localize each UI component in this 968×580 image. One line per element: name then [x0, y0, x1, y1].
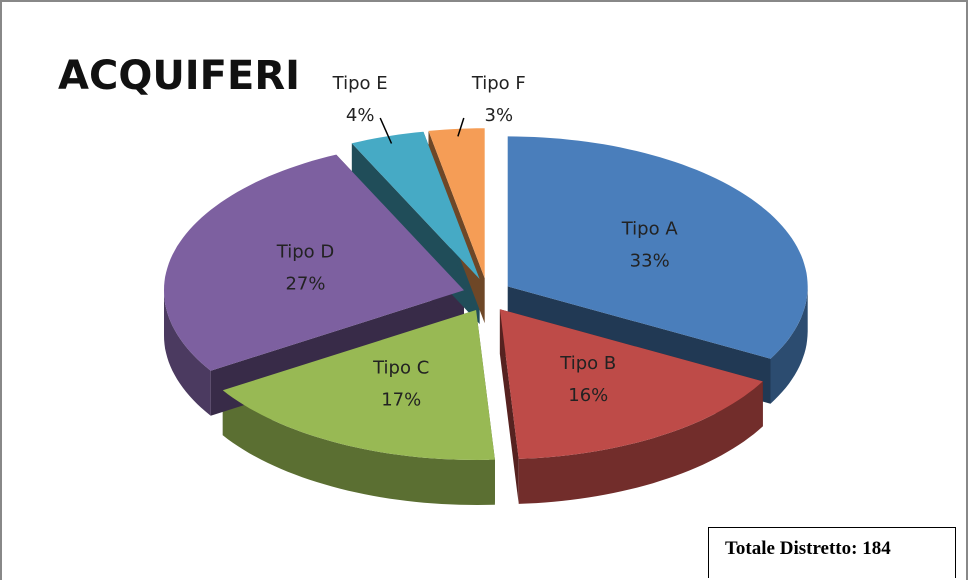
slice	[499, 309, 763, 459]
slice-wall	[770, 286, 808, 404]
slice	[351, 131, 480, 279]
labels: Tipo A 33% Tipo B 16% Tipo C 17% Tipo D 27% Tipo…	[276, 73, 679, 410]
slice-wall	[222, 390, 495, 505]
slice-label: Tipo D	[276, 241, 334, 262]
slice-label: Tipo B	[559, 353, 616, 374]
chart-title: ACQUIFERI	[58, 53, 300, 99]
slice-value-label: 4%	[346, 105, 375, 126]
pie-tops	[164, 128, 808, 460]
slice	[507, 136, 808, 359]
slice-wall	[518, 381, 763, 504]
slice-wall	[164, 290, 211, 416]
slice-value-label: 3%	[485, 105, 514, 126]
leader-line	[457, 117, 465, 137]
slice	[222, 310, 495, 460]
leader-line	[379, 117, 393, 144]
total-box: Totale Distretto: 184	[708, 527, 956, 578]
slice	[428, 128, 485, 279]
slice-side	[499, 309, 519, 504]
slice	[164, 154, 464, 371]
slice-label: Tipo A	[621, 218, 679, 239]
slice-label: Tipo F	[471, 73, 526, 94]
slice-value-label: 33%	[630, 250, 670, 271]
slice-label: Tipo C	[372, 357, 429, 378]
slice-value-label: 27%	[285, 273, 325, 294]
slice-value-label: 16%	[568, 385, 608, 406]
slice-value-label: 17%	[381, 389, 421, 410]
slice-label: Tipo E	[332, 73, 388, 94]
